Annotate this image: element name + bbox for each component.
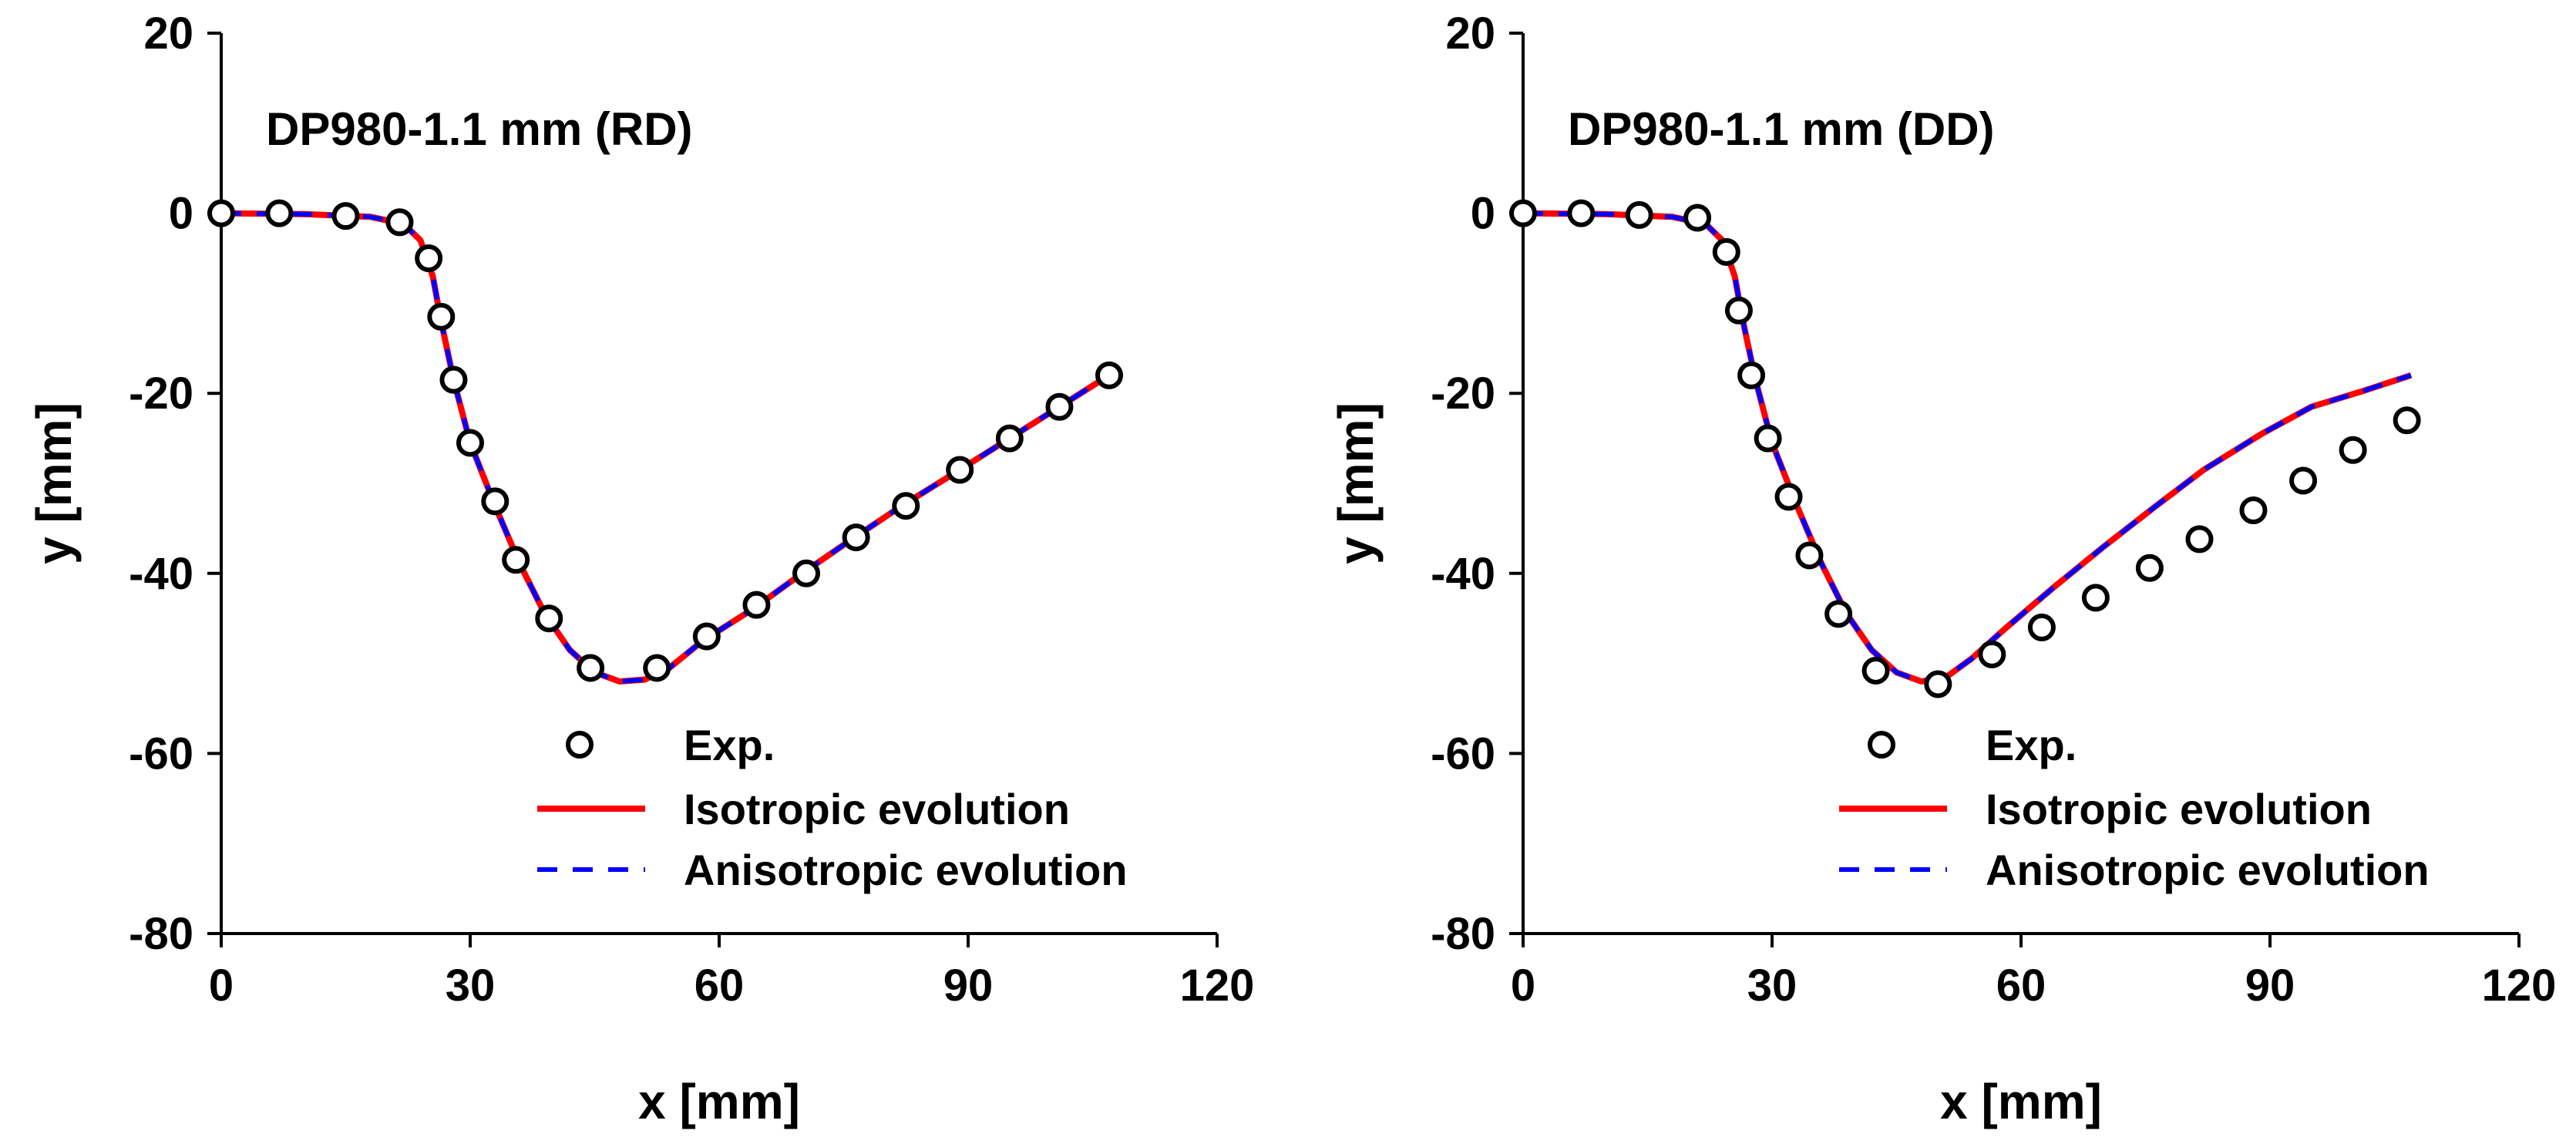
exp-data-point <box>1824 600 1853 628</box>
x-tick-label: 120 <box>1180 961 1255 1011</box>
exp-data-point <box>892 492 920 520</box>
exp-data-point <box>1861 656 1890 685</box>
y-tick-label: -20 <box>129 368 193 419</box>
y-tick-label: -20 <box>1431 368 1495 419</box>
y-tick-label: 0 <box>169 189 193 239</box>
exp-data-point <box>2289 466 2318 495</box>
legend-label: Anisotropic evolution <box>684 846 1128 894</box>
legend-marker-exp <box>1868 731 1895 759</box>
series-line-isotropic <box>1522 210 2413 685</box>
y-tick-label: -60 <box>129 728 193 779</box>
exp-data-point <box>1567 199 1596 227</box>
exp-data-point <box>1724 296 1753 325</box>
exp-data-point <box>643 654 671 682</box>
exp-data-point <box>415 244 443 272</box>
exp-data-point <box>1095 361 1124 389</box>
exp-data-point <box>427 302 456 331</box>
exp-data-point <box>331 202 360 230</box>
y-tick-label: 20 <box>1445 8 1495 59</box>
chart-title: DP980-1.1 mm (RD) <box>266 103 693 155</box>
exp-data-point <box>502 546 530 574</box>
exp-data-point <box>1509 199 1537 227</box>
exp-data-point <box>1754 424 1782 453</box>
exp-data-point <box>2185 525 2214 553</box>
legend-label: Exp. <box>684 721 775 769</box>
x-tick-label: 60 <box>694 961 745 1011</box>
legend-marker-exp <box>566 731 594 759</box>
legend-label: Isotropic evolution <box>1986 785 2372 833</box>
exp-data-point <box>2339 436 2367 464</box>
y-tick-label: 20 <box>143 8 193 59</box>
exp-data-point <box>792 559 821 587</box>
exp-data-point <box>2393 406 2421 435</box>
exp-data-point <box>1712 237 1740 266</box>
exp-data-point <box>2081 584 2110 612</box>
x-axis-title: x [mm] <box>1940 1074 2102 1129</box>
y-tick-label: -80 <box>129 909 193 959</box>
exp-data-point <box>2135 553 2164 582</box>
exp-data-point <box>456 429 484 457</box>
x-tick-label: 0 <box>1511 961 1535 1011</box>
y-axis-title: y [mm] <box>1328 402 1384 564</box>
x-tick-label: 90 <box>943 961 994 1011</box>
x-tick-label: 30 <box>446 961 496 1011</box>
chart-panel-2: -80 -60 -40 -20 0 20 0 30 60 90 120 x [mm] y [mm] DP9… <box>1328 8 2556 1129</box>
exp-data-point <box>1978 640 2006 668</box>
series-line-anisotropic <box>220 210 1111 685</box>
legend-label: Exp. <box>1986 721 2077 769</box>
x-tick-label: 120 <box>2482 961 2557 1011</box>
exp-data-point <box>946 456 974 484</box>
series-line-anisotropic <box>1522 210 2412 685</box>
y-tick-label: -40 <box>1431 549 1495 599</box>
y-tick-label: -60 <box>1431 728 1495 779</box>
x-tick-label: 60 <box>1996 961 2046 1011</box>
y-axis-title: y [mm] <box>26 402 82 564</box>
x-tick-label: 90 <box>2245 961 2295 1011</box>
exp-data-point <box>1683 204 1712 232</box>
y-tick-label: 0 <box>1471 189 1495 239</box>
y-tick-label: -40 <box>129 549 193 599</box>
x-tick-label: 0 <box>209 961 234 1011</box>
exp-data-point <box>1737 361 1766 389</box>
exp-data-point <box>1625 200 1653 229</box>
exp-data-point <box>1924 670 1952 698</box>
series-line-isotropic <box>220 210 1111 685</box>
legend-label: Anisotropic evolution <box>1986 846 2430 894</box>
exp-data-point <box>1774 483 1803 511</box>
exp-data-point <box>692 622 721 651</box>
exp-data-point <box>265 199 294 227</box>
x-axis-title: x [mm] <box>638 1074 800 1129</box>
exp-data-point <box>742 591 771 619</box>
exp-data-point <box>1795 541 1824 570</box>
exp-data-point <box>842 523 870 552</box>
exp-data-point <box>207 199 235 227</box>
chart-panel-1: -80 -60 -40 -20 0 20 0 30 60 90 120 x [mm] y [mm] DP9… <box>26 8 1254 1129</box>
y-tick-label: -80 <box>1431 909 1495 959</box>
x-tick-label: 30 <box>1747 961 1797 1011</box>
exp-data-point <box>481 487 509 516</box>
exp-data-point <box>535 604 563 633</box>
exp-data-point <box>995 424 1024 453</box>
exp-data-point <box>1045 392 1074 421</box>
chart-title: DP980-1.1 mm (DD) <box>1568 103 1995 155</box>
legend-label: Isotropic evolution <box>684 785 1070 833</box>
exp-data-point <box>2239 496 2268 525</box>
exp-data-point <box>577 654 605 682</box>
exp-data-point <box>2027 613 2056 641</box>
exp-data-point <box>385 208 414 237</box>
exp-data-point <box>439 365 468 394</box>
